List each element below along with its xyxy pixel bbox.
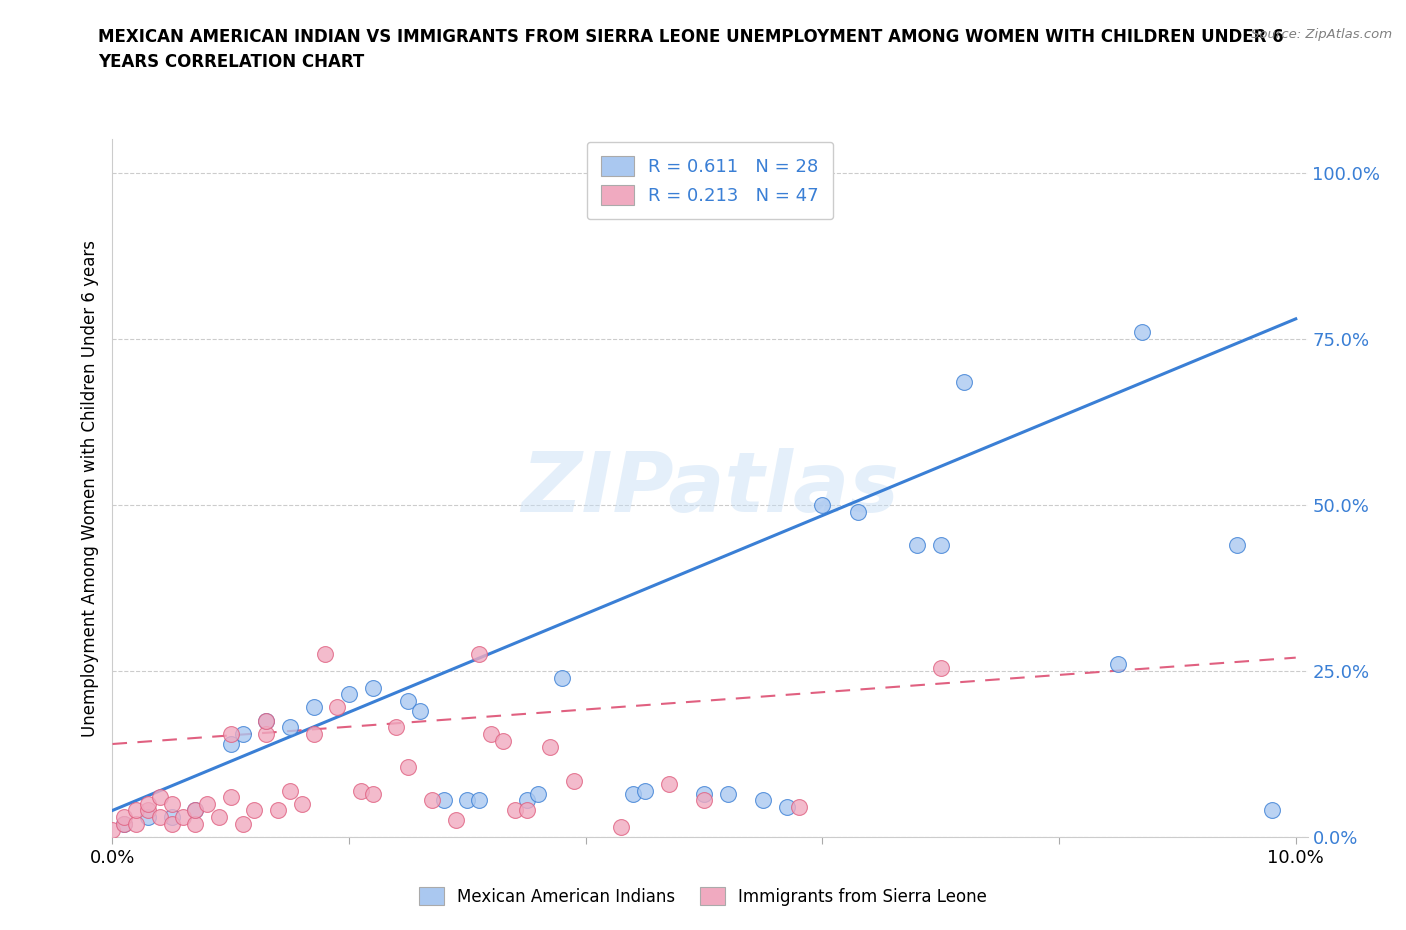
Point <box>112 817 135 831</box>
Point <box>693 787 716 802</box>
Point <box>254 726 277 741</box>
Point <box>385 720 408 735</box>
Point <box>219 790 242 804</box>
Point <box>112 810 135 825</box>
Point <box>219 737 242 751</box>
Point <box>232 817 254 831</box>
Point <box>503 803 526 817</box>
Point <box>492 733 515 748</box>
Point <box>693 793 716 808</box>
Point <box>433 793 456 808</box>
Point <box>1130 325 1153 339</box>
Point <box>160 817 183 831</box>
Legend: Mexican American Indians, Immigrants from Sierra Leone: Mexican American Indians, Immigrants fro… <box>412 881 994 912</box>
Point <box>396 760 419 775</box>
Point <box>101 823 124 838</box>
Text: ZIPatlas: ZIPatlas <box>522 447 898 529</box>
Point <box>929 660 952 675</box>
Point <box>350 783 373 798</box>
Point <box>337 686 360 701</box>
Point <box>232 726 254 741</box>
Point <box>396 694 419 709</box>
Point <box>562 773 585 788</box>
Point <box>184 817 207 831</box>
Point <box>184 803 207 817</box>
Point <box>634 783 657 798</box>
Point <box>468 647 491 662</box>
Legend: R = 0.611   N = 28, R = 0.213   N = 47: R = 0.611 N = 28, R = 0.213 N = 47 <box>586 141 834 219</box>
Point <box>136 796 159 811</box>
Point <box>112 817 135 831</box>
Point <box>1261 803 1284 817</box>
Point <box>160 810 183 825</box>
Point <box>456 793 478 808</box>
Point <box>420 793 443 808</box>
Point <box>409 703 432 718</box>
Y-axis label: Unemployment Among Women with Children Under 6 years: Unemployment Among Women with Children U… <box>80 240 98 737</box>
Point <box>1107 657 1129 671</box>
Point <box>811 498 834 512</box>
Point <box>1226 538 1249 552</box>
Point <box>361 787 384 802</box>
Point <box>195 796 218 811</box>
Point <box>717 787 740 802</box>
Point <box>291 796 314 811</box>
Point <box>326 700 349 715</box>
Point <box>149 810 172 825</box>
Point <box>278 783 301 798</box>
Point <box>243 803 266 817</box>
Point <box>752 793 775 808</box>
Point <box>516 803 538 817</box>
Point <box>444 813 467 828</box>
Point <box>172 810 194 825</box>
Point <box>538 740 561 755</box>
Point <box>125 803 148 817</box>
Point <box>184 803 207 817</box>
Point <box>267 803 290 817</box>
Point <box>776 800 799 815</box>
Point <box>953 375 976 390</box>
Point <box>516 793 538 808</box>
Point <box>787 800 810 815</box>
Point <box>254 713 277 728</box>
Point <box>314 647 336 662</box>
Point <box>136 803 159 817</box>
Point <box>905 538 928 552</box>
Point <box>160 796 183 811</box>
Point <box>254 713 277 728</box>
Point <box>219 726 242 741</box>
Point <box>468 793 491 808</box>
Point <box>208 810 231 825</box>
Point <box>361 680 384 695</box>
Point <box>278 720 301 735</box>
Point <box>479 726 502 741</box>
Text: MEXICAN AMERICAN INDIAN VS IMMIGRANTS FROM SIERRA LEONE UNEMPLOYMENT AMONG WOMEN: MEXICAN AMERICAN INDIAN VS IMMIGRANTS FR… <box>98 28 1284 71</box>
Point <box>125 817 148 831</box>
Point <box>610 819 633 834</box>
Point <box>929 538 952 552</box>
Point <box>149 790 172 804</box>
Point <box>621 787 644 802</box>
Point <box>846 504 869 519</box>
Point <box>302 700 325 715</box>
Point <box>136 810 159 825</box>
Point <box>302 726 325 741</box>
Point <box>658 777 681 791</box>
Point <box>551 671 574 685</box>
Text: Source: ZipAtlas.com: Source: ZipAtlas.com <box>1251 28 1392 41</box>
Point <box>527 787 550 802</box>
